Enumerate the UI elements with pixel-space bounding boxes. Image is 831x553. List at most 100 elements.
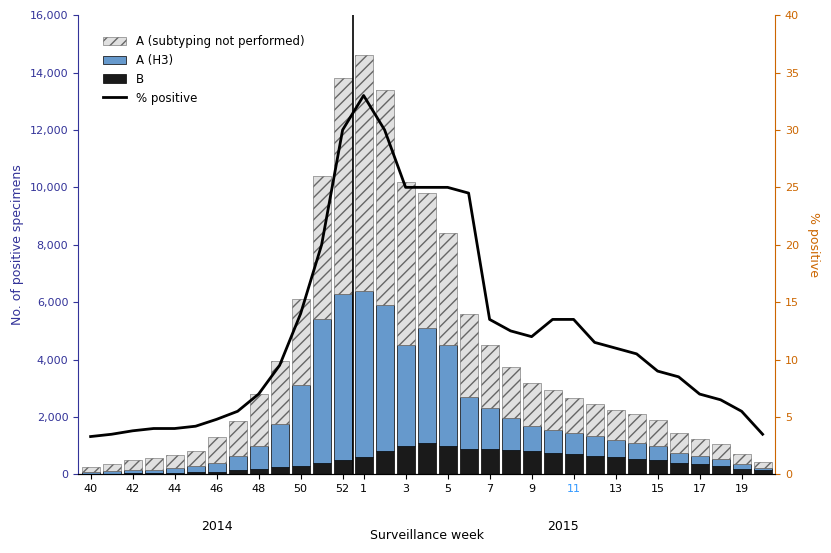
Bar <box>670 463 687 474</box>
Bar <box>607 440 625 457</box>
Bar <box>460 314 478 397</box>
Bar <box>649 446 666 460</box>
Bar <box>502 367 519 419</box>
Bar <box>145 458 163 469</box>
Bar <box>649 460 666 474</box>
Bar <box>208 472 225 474</box>
Bar <box>733 465 750 469</box>
Bar <box>145 473 163 474</box>
Bar <box>208 463 225 472</box>
Bar <box>124 461 141 471</box>
Bar <box>733 455 750 465</box>
Bar <box>355 55 372 291</box>
Bar <box>502 419 519 450</box>
Bar <box>754 470 771 474</box>
Bar <box>754 468 771 470</box>
Bar <box>565 433 583 455</box>
Bar <box>271 361 288 424</box>
Bar <box>670 433 687 453</box>
Bar <box>312 463 331 474</box>
Bar <box>271 424 288 467</box>
Bar <box>607 457 625 474</box>
Bar <box>334 460 352 474</box>
Text: 2014: 2014 <box>201 520 233 534</box>
Legend: A (subtyping not performed), A (H3), B, % positive: A (subtyping not performed), A (H3), B, … <box>98 30 309 109</box>
Bar <box>691 465 709 474</box>
Bar <box>439 233 456 345</box>
Bar <box>439 345 456 446</box>
Bar <box>711 458 730 466</box>
Bar <box>249 394 268 446</box>
Bar <box>586 436 603 456</box>
Bar <box>292 299 309 385</box>
Bar <box>165 468 184 473</box>
Bar <box>312 176 331 320</box>
Bar <box>103 464 120 471</box>
Bar <box>586 404 603 436</box>
X-axis label: Surveillance week: Surveillance week <box>370 529 484 542</box>
Bar <box>418 443 435 474</box>
Bar <box>187 472 204 474</box>
Y-axis label: No. of positive specimens: No. of positive specimens <box>11 164 24 325</box>
Bar <box>145 469 163 473</box>
Bar <box>523 426 540 451</box>
Bar <box>103 473 120 474</box>
Bar <box>208 437 225 463</box>
Bar <box>691 456 709 465</box>
Bar <box>565 398 583 433</box>
Bar <box>81 472 100 474</box>
Bar <box>229 470 247 474</box>
Bar <box>376 90 394 305</box>
Bar <box>165 473 184 474</box>
Bar <box>396 181 415 345</box>
Bar <box>543 453 562 474</box>
Bar <box>355 291 372 457</box>
Bar <box>523 451 540 474</box>
Bar <box>439 446 456 474</box>
Bar <box>460 397 478 448</box>
Bar <box>229 421 247 456</box>
Bar <box>292 466 309 474</box>
Bar <box>754 462 771 468</box>
Bar <box>543 430 562 453</box>
Bar <box>691 439 709 456</box>
Bar <box>187 466 204 472</box>
Bar <box>271 467 288 474</box>
Bar <box>480 345 499 409</box>
Bar <box>607 410 625 440</box>
Bar <box>502 450 519 474</box>
Bar <box>165 456 184 468</box>
Bar <box>480 409 499 448</box>
Bar <box>249 446 268 469</box>
Bar <box>460 448 478 474</box>
Bar <box>334 79 352 294</box>
Bar <box>334 294 352 460</box>
Bar <box>627 458 646 474</box>
Bar <box>543 390 562 430</box>
Bar <box>312 320 331 463</box>
Bar <box>103 471 120 473</box>
Bar <box>124 471 141 473</box>
Bar <box>670 453 687 463</box>
Bar <box>711 466 730 474</box>
Bar <box>480 448 499 474</box>
Bar <box>523 383 540 426</box>
Bar <box>355 457 372 474</box>
Bar <box>627 414 646 443</box>
Bar <box>249 469 268 474</box>
Bar <box>711 444 730 458</box>
Bar <box>565 455 583 474</box>
Bar <box>627 443 646 458</box>
Bar <box>733 469 750 474</box>
Bar <box>124 473 141 474</box>
Bar <box>418 328 435 443</box>
Y-axis label: % positive: % positive <box>807 212 820 277</box>
Bar <box>649 420 666 446</box>
Bar <box>396 446 415 474</box>
Bar <box>376 451 394 474</box>
Bar <box>586 456 603 474</box>
Bar <box>187 451 204 466</box>
Bar <box>292 385 309 466</box>
Bar <box>418 193 435 328</box>
Bar <box>396 345 415 446</box>
